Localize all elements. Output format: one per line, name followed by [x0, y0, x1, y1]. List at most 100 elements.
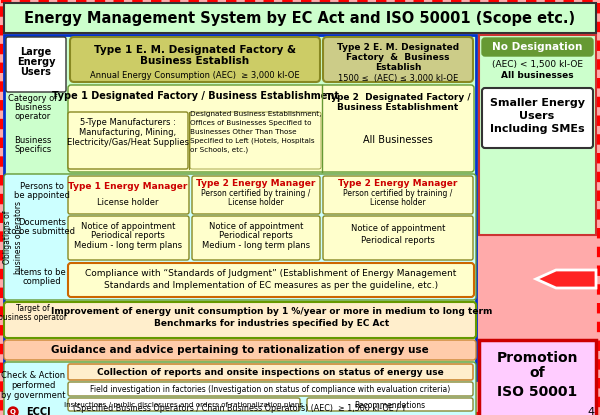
Text: ECCJ: ECCJ: [26, 407, 50, 415]
FancyBboxPatch shape: [70, 37, 320, 82]
Text: to be submitted: to be submitted: [8, 227, 76, 235]
FancyBboxPatch shape: [4, 302, 476, 338]
Text: (Specified Business Operators / Chain Business Operators) (AEC)  ≥ 1,500 kl-OE /: (Specified Business Operators / Chain Bu…: [73, 403, 407, 413]
FancyBboxPatch shape: [68, 85, 474, 172]
Text: Smaller Energy: Smaller Energy: [490, 98, 584, 108]
Text: License holder: License holder: [370, 198, 426, 207]
Text: Target of: Target of: [16, 303, 50, 312]
FancyBboxPatch shape: [68, 263, 474, 297]
Text: Guidance and advice pertaining to rationalization of energy use: Guidance and advice pertaining to ration…: [51, 345, 429, 355]
Text: Business: Business: [14, 103, 52, 112]
Text: Check & Action: Check & Action: [1, 371, 65, 379]
Text: (AEC) < 1,500 kl-OE: (AEC) < 1,500 kl-OE: [491, 61, 583, 69]
Text: Businesses Other Than Those: Businesses Other Than Those: [190, 129, 296, 135]
Text: License holder: License holder: [228, 198, 284, 207]
Text: operator: operator: [15, 112, 51, 120]
Text: ISO 50001: ISO 50001: [497, 385, 577, 399]
Text: Users: Users: [520, 111, 554, 121]
Text: Recommendations: Recommendations: [355, 400, 425, 410]
Text: Q: Q: [10, 409, 16, 415]
Text: Items to be: Items to be: [18, 268, 66, 276]
Text: Promotion: Promotion: [496, 351, 578, 365]
Text: All businesses: All businesses: [500, 71, 574, 81]
Text: of: of: [529, 366, 545, 380]
FancyBboxPatch shape: [68, 382, 473, 396]
Text: Business Establish: Business Establish: [140, 56, 250, 66]
Text: Person certified by training /: Person certified by training /: [343, 188, 452, 198]
Bar: [323, 112, 473, 169]
FancyBboxPatch shape: [68, 398, 300, 411]
Text: complied: complied: [23, 276, 61, 286]
FancyBboxPatch shape: [323, 37, 473, 82]
Text: Business: Business: [14, 136, 52, 144]
Text: Establish: Establish: [375, 63, 421, 73]
Circle shape: [8, 407, 18, 415]
Text: Type 2 E. M. Designated: Type 2 E. M. Designated: [337, 44, 459, 53]
FancyBboxPatch shape: [482, 38, 593, 56]
FancyBboxPatch shape: [323, 216, 473, 260]
Text: Type 2 Energy Manager: Type 2 Energy Manager: [196, 178, 316, 188]
Text: Periodical reports: Periodical reports: [219, 230, 293, 239]
Text: Specifics: Specifics: [14, 144, 52, 154]
FancyBboxPatch shape: [68, 112, 188, 169]
Text: No Designation: No Designation: [492, 42, 582, 52]
FancyBboxPatch shape: [4, 362, 476, 415]
FancyBboxPatch shape: [192, 176, 320, 214]
Text: Benchmarks for industries specified by EC Act: Benchmarks for industries specified by E…: [154, 318, 389, 327]
Text: Standards and Implementation of EC measures as per the guideline, etc.): Standards and Implementation of EC measu…: [104, 281, 438, 290]
Text: 4: 4: [587, 407, 595, 415]
Text: Notice of appointment: Notice of appointment: [81, 222, 175, 230]
Text: Manufacturing, Mining,: Manufacturing, Mining,: [79, 127, 176, 137]
Text: Type 2 Energy Manager: Type 2 Energy Manager: [338, 178, 458, 188]
FancyBboxPatch shape: [4, 340, 476, 360]
Text: Notice of appointment: Notice of appointment: [209, 222, 303, 230]
FancyArrow shape: [536, 270, 596, 288]
Text: business operator: business operator: [0, 312, 67, 322]
Text: Improvement of energy unit consumption by 1 %/year or more in medium to long ter: Improvement of energy unit consumption b…: [52, 307, 493, 315]
Text: Compliance with “Standards of Judgment” (Establishment of Energy Management: Compliance with “Standards of Judgment” …: [85, 269, 457, 278]
Text: Including SMEs: Including SMEs: [490, 124, 584, 134]
FancyBboxPatch shape: [4, 174, 476, 300]
FancyBboxPatch shape: [68, 176, 189, 214]
Text: All Businesses: All Businesses: [363, 135, 433, 145]
FancyBboxPatch shape: [192, 216, 320, 260]
Text: Type 2  Designated Factory /: Type 2 Designated Factory /: [326, 93, 470, 102]
Text: Field investigation in factories (Investigation on status of compliance with eva: Field investigation in factories (Invest…: [90, 385, 450, 393]
Text: Documents: Documents: [18, 217, 66, 227]
Text: Offices of Businesses Specified to: Offices of Businesses Specified to: [190, 120, 311, 126]
Text: 5-Type Manufacturers :: 5-Type Manufacturers :: [80, 117, 176, 127]
FancyBboxPatch shape: [482, 88, 593, 148]
Text: Collection of reports and onsite inspections on status of energy use: Collection of reports and onsite inspect…: [97, 368, 443, 376]
Bar: [323, 88, 473, 115]
Text: or Schools, etc.): or Schools, etc.): [190, 147, 248, 153]
FancyBboxPatch shape: [6, 37, 66, 92]
Text: performed: performed: [11, 381, 55, 390]
Bar: [4, 35, 476, 380]
Text: Instructions / public disclosures and orders of rationalization plans: Instructions / public disclosures and or…: [64, 402, 304, 408]
Text: Notice of appointment: Notice of appointment: [351, 224, 445, 232]
FancyBboxPatch shape: [190, 112, 321, 169]
Text: Energy: Energy: [17, 57, 55, 67]
Text: Designated Business Establishment,: Designated Business Establishment,: [190, 111, 322, 117]
Text: Type 1 E. M. Designated Factory &: Type 1 E. M. Designated Factory &: [94, 45, 296, 55]
Text: Category of: Category of: [8, 93, 58, 103]
Text: Business Establishment: Business Establishment: [337, 103, 458, 112]
Text: by government: by government: [1, 391, 65, 400]
FancyBboxPatch shape: [68, 216, 189, 260]
Text: Annual Energy Consumption (AEC)  ≥ 3,000 kl-OE: Annual Energy Consumption (AEC) ≥ 3,000 …: [90, 71, 300, 81]
Text: Large: Large: [20, 47, 52, 57]
Bar: [4, 3, 596, 33]
Text: Periodical reports: Periodical reports: [361, 235, 435, 244]
Text: Factory  &  Business: Factory & Business: [346, 54, 450, 63]
Text: Medium - long term plans: Medium - long term plans: [202, 241, 310, 249]
FancyBboxPatch shape: [68, 364, 473, 380]
Text: Persons to: Persons to: [20, 181, 64, 190]
Text: Energy Management System by EC Act and ISO 50001 (Scope etc.): Energy Management System by EC Act and I…: [25, 10, 575, 25]
Bar: [479, 340, 596, 415]
Text: Person certified by training /: Person certified by training /: [202, 188, 311, 198]
Bar: [479, 35, 596, 235]
Text: Type 1 Designated Factory / Business Establishment: Type 1 Designated Factory / Business Est…: [52, 91, 338, 101]
Text: 1500 ≤  (AEC) ≤ 3,000 kl-OE: 1500 ≤ (AEC) ≤ 3,000 kl-OE: [338, 73, 458, 83]
Text: Type 1 Energy Manager: Type 1 Energy Manager: [68, 181, 188, 190]
Text: License holder: License holder: [97, 198, 159, 207]
